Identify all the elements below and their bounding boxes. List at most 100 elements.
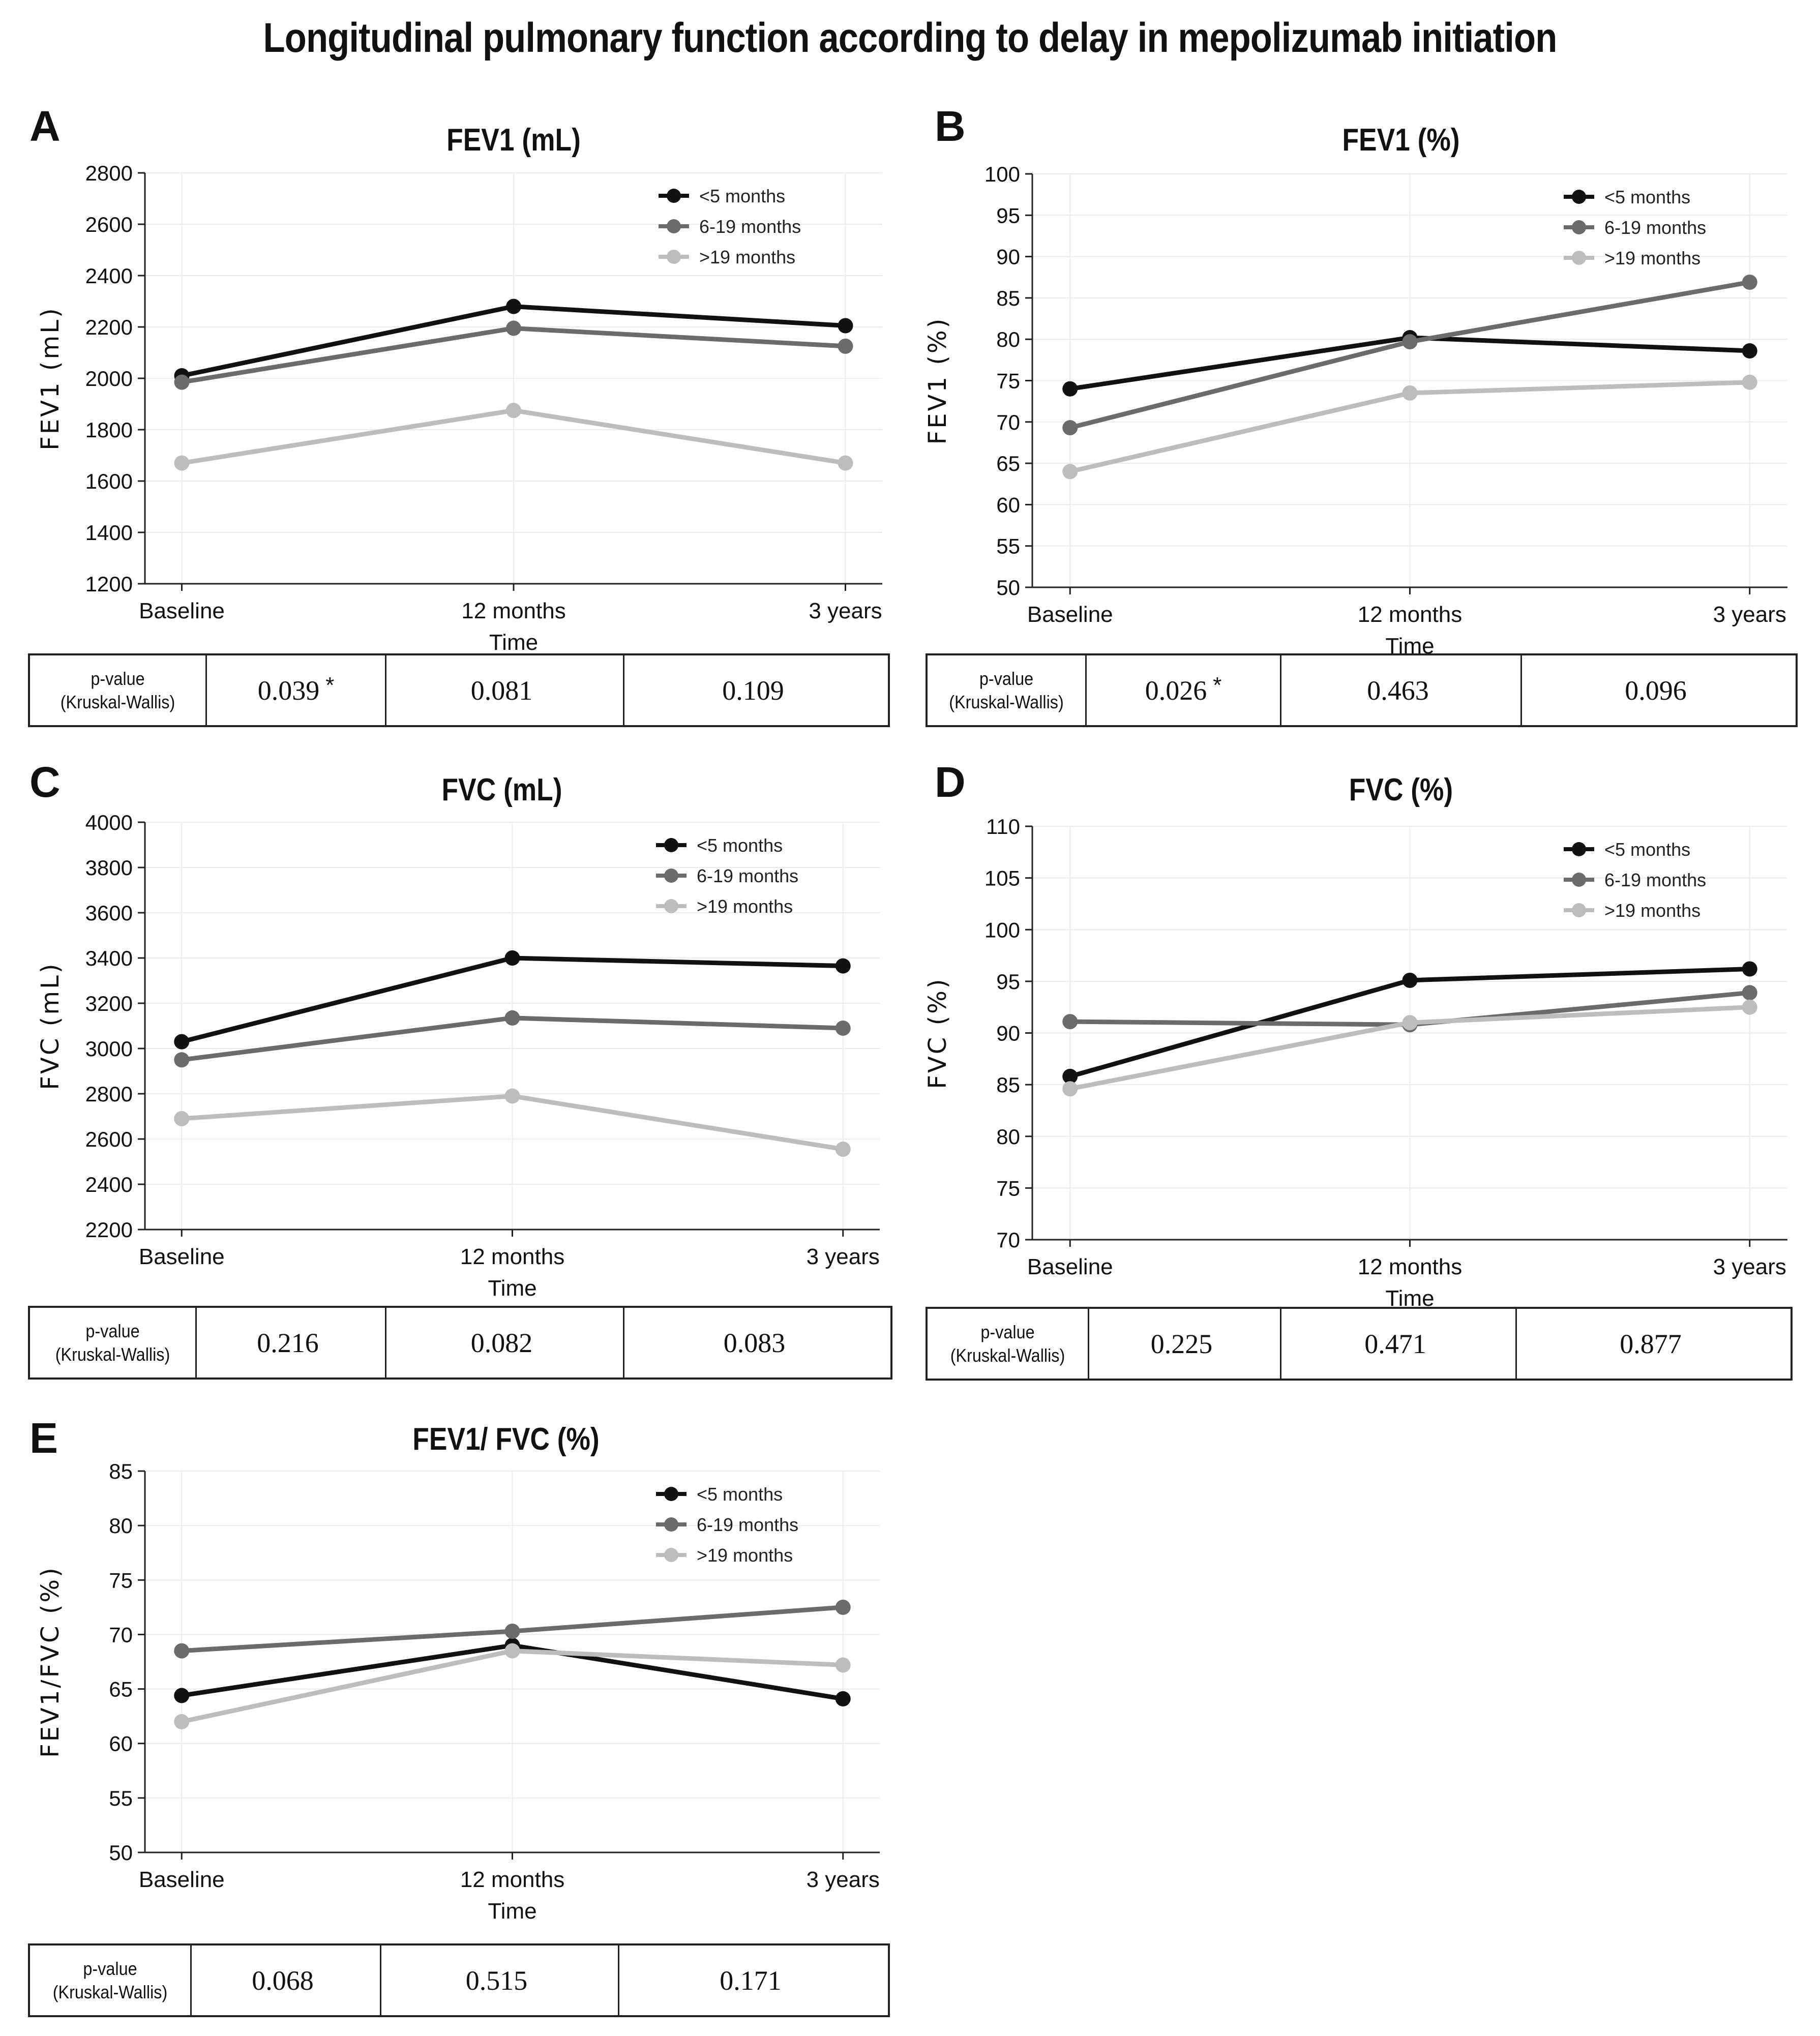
y-tick-label: 3800	[85, 856, 133, 880]
y-tick-label: 2400	[85, 1173, 133, 1196]
x-tick-label: 12 months	[460, 1244, 564, 1269]
data-point	[174, 374, 190, 390]
significance-marker: *	[325, 672, 335, 698]
pvalue-12-months: 0.515	[380, 1945, 618, 2015]
pvalue-3-years: 0.083	[623, 1308, 890, 1378]
legend-label: >19 months	[1604, 248, 1700, 268]
y-axis-label: FVC (%)	[923, 977, 952, 1089]
panel-letter-b: B	[935, 102, 966, 150]
legend-label: >19 months	[1604, 900, 1700, 921]
x-axis-label: Time	[488, 1899, 536, 1924]
pvalue-label: p-value (Kruskal-Wallis)	[950, 1321, 1065, 1366]
data-point	[1062, 381, 1078, 397]
data-point	[506, 403, 521, 418]
data-point	[1742, 343, 1757, 358]
pvalue-table-b: p-value (Kruskal-Wallis) 0.026 * 0.463 0.0…	[926, 653, 1798, 727]
pvalue-12-months: 0.471	[1280, 1309, 1515, 1379]
legend-swatch-marker	[1572, 873, 1586, 887]
y-tick-label: 55	[996, 534, 1020, 558]
x-tick-label: Baseline	[139, 1867, 225, 1892]
significance-marker: *	[1213, 672, 1222, 698]
y-axis-label: FEV1 (%)	[923, 317, 952, 445]
y-tick-label: 3400	[85, 946, 133, 970]
pvalue-baseline: 0.039 *	[205, 655, 385, 725]
pvalue-3-years: 0.109	[623, 655, 888, 725]
panel-d-title: FVC (%)	[1349, 772, 1453, 807]
pvalue-3-years: 0.171	[618, 1945, 888, 2015]
y-tick-label: 75	[996, 369, 1020, 393]
legend-label: <5 months	[697, 835, 783, 856]
legend-label: <5 months	[1604, 839, 1690, 860]
data-point	[174, 1714, 190, 1729]
data-point	[174, 1643, 190, 1659]
y-tick-label: 3000	[85, 1037, 133, 1061]
y-tick-label: 1200	[85, 572, 133, 596]
y-tick-label: 2600	[85, 213, 133, 236]
panel-b-title: FEV1 (%)	[1342, 123, 1460, 158]
legend-label: >19 months	[697, 1545, 793, 1566]
pvalue-label: p-value (Kruskal-Wallis)	[949, 668, 1064, 712]
pvalue-3-years: 0.877	[1515, 1309, 1791, 1379]
y-tick-label: 2800	[85, 1082, 133, 1106]
data-point	[504, 1088, 520, 1104]
data-point	[174, 1688, 190, 1703]
y-tick-label: 90	[996, 1022, 1020, 1045]
legend-swatch-marker	[664, 1517, 678, 1532]
data-point	[1742, 275, 1757, 290]
y-tick-label: 100	[984, 918, 1020, 942]
legend-label: 6-19 months	[697, 1514, 798, 1535]
data-point	[1062, 1014, 1078, 1030]
y-tick-label: 65	[109, 1678, 133, 1701]
data-point	[1402, 972, 1418, 988]
legend-swatch-marker	[664, 1548, 678, 1562]
pvalue-label-line2: (Kruskal-Wallis)	[60, 691, 175, 712]
legend-swatch-marker	[1572, 190, 1586, 204]
y-tick-label: 2400	[85, 264, 133, 288]
figure-title: Longitudinal pulmonary function accordin…	[263, 15, 1558, 61]
y-tick-label: 50	[996, 576, 1020, 600]
legend-label: <5 months	[1604, 187, 1690, 207]
data-point	[1062, 1068, 1078, 1084]
x-axis-label: Time	[488, 1276, 536, 1301]
legend-swatch-marker	[667, 250, 681, 264]
y-axis-label: FEV1 (mL)	[36, 306, 65, 451]
pvalue-label: p-value (Kruskal-Wallis)	[55, 1320, 170, 1365]
y-tick-label: 85	[996, 286, 1020, 310]
legend-label: 6-19 months	[1604, 870, 1706, 890]
panel-letter-a: A	[29, 102, 61, 150]
data-point	[838, 455, 853, 471]
x-tick-label: 12 months	[461, 598, 565, 623]
x-tick-label: 3 years	[809, 598, 882, 623]
x-axis-label: Time	[489, 630, 538, 655]
pvalue-table-a: p-value (Kruskal-Wallis) 0.039 * 0.081 0.1…	[28, 653, 890, 727]
data-point	[835, 1142, 851, 1157]
x-tick-label: 12 months	[1358, 1254, 1462, 1279]
data-point	[835, 1020, 851, 1036]
y-tick-label: 80	[109, 1514, 133, 1538]
data-point	[835, 1657, 851, 1673]
y-tick-label: 60	[109, 1732, 133, 1756]
y-tick-label: 60	[996, 493, 1020, 517]
y-tick-label: 80	[996, 327, 1020, 351]
data-point	[506, 320, 521, 336]
x-tick-label: 3 years	[1713, 1254, 1786, 1279]
data-point	[838, 318, 853, 334]
data-point	[174, 1034, 190, 1050]
pvalue-12-months: 0.081	[385, 655, 623, 725]
y-tick-label: 75	[109, 1568, 133, 1592]
data-point	[504, 1624, 520, 1639]
pvalue-table-c: p-value (Kruskal-Wallis) 0.216 0.082 0.08…	[28, 1306, 892, 1380]
data-point	[835, 1599, 851, 1615]
y-tick-label: 75	[996, 1176, 1020, 1200]
y-tick-label: 4000	[85, 811, 133, 834]
pvalue-12-months: 0.463	[1280, 655, 1520, 725]
legend-swatch-marker	[1572, 251, 1586, 265]
x-tick-label: 3 years	[807, 1244, 880, 1269]
data-point	[504, 1643, 520, 1659]
x-tick-label: 3 years	[1713, 602, 1786, 627]
panel-letter-e: E	[29, 1414, 58, 1462]
y-tick-label: 55	[109, 1786, 133, 1810]
